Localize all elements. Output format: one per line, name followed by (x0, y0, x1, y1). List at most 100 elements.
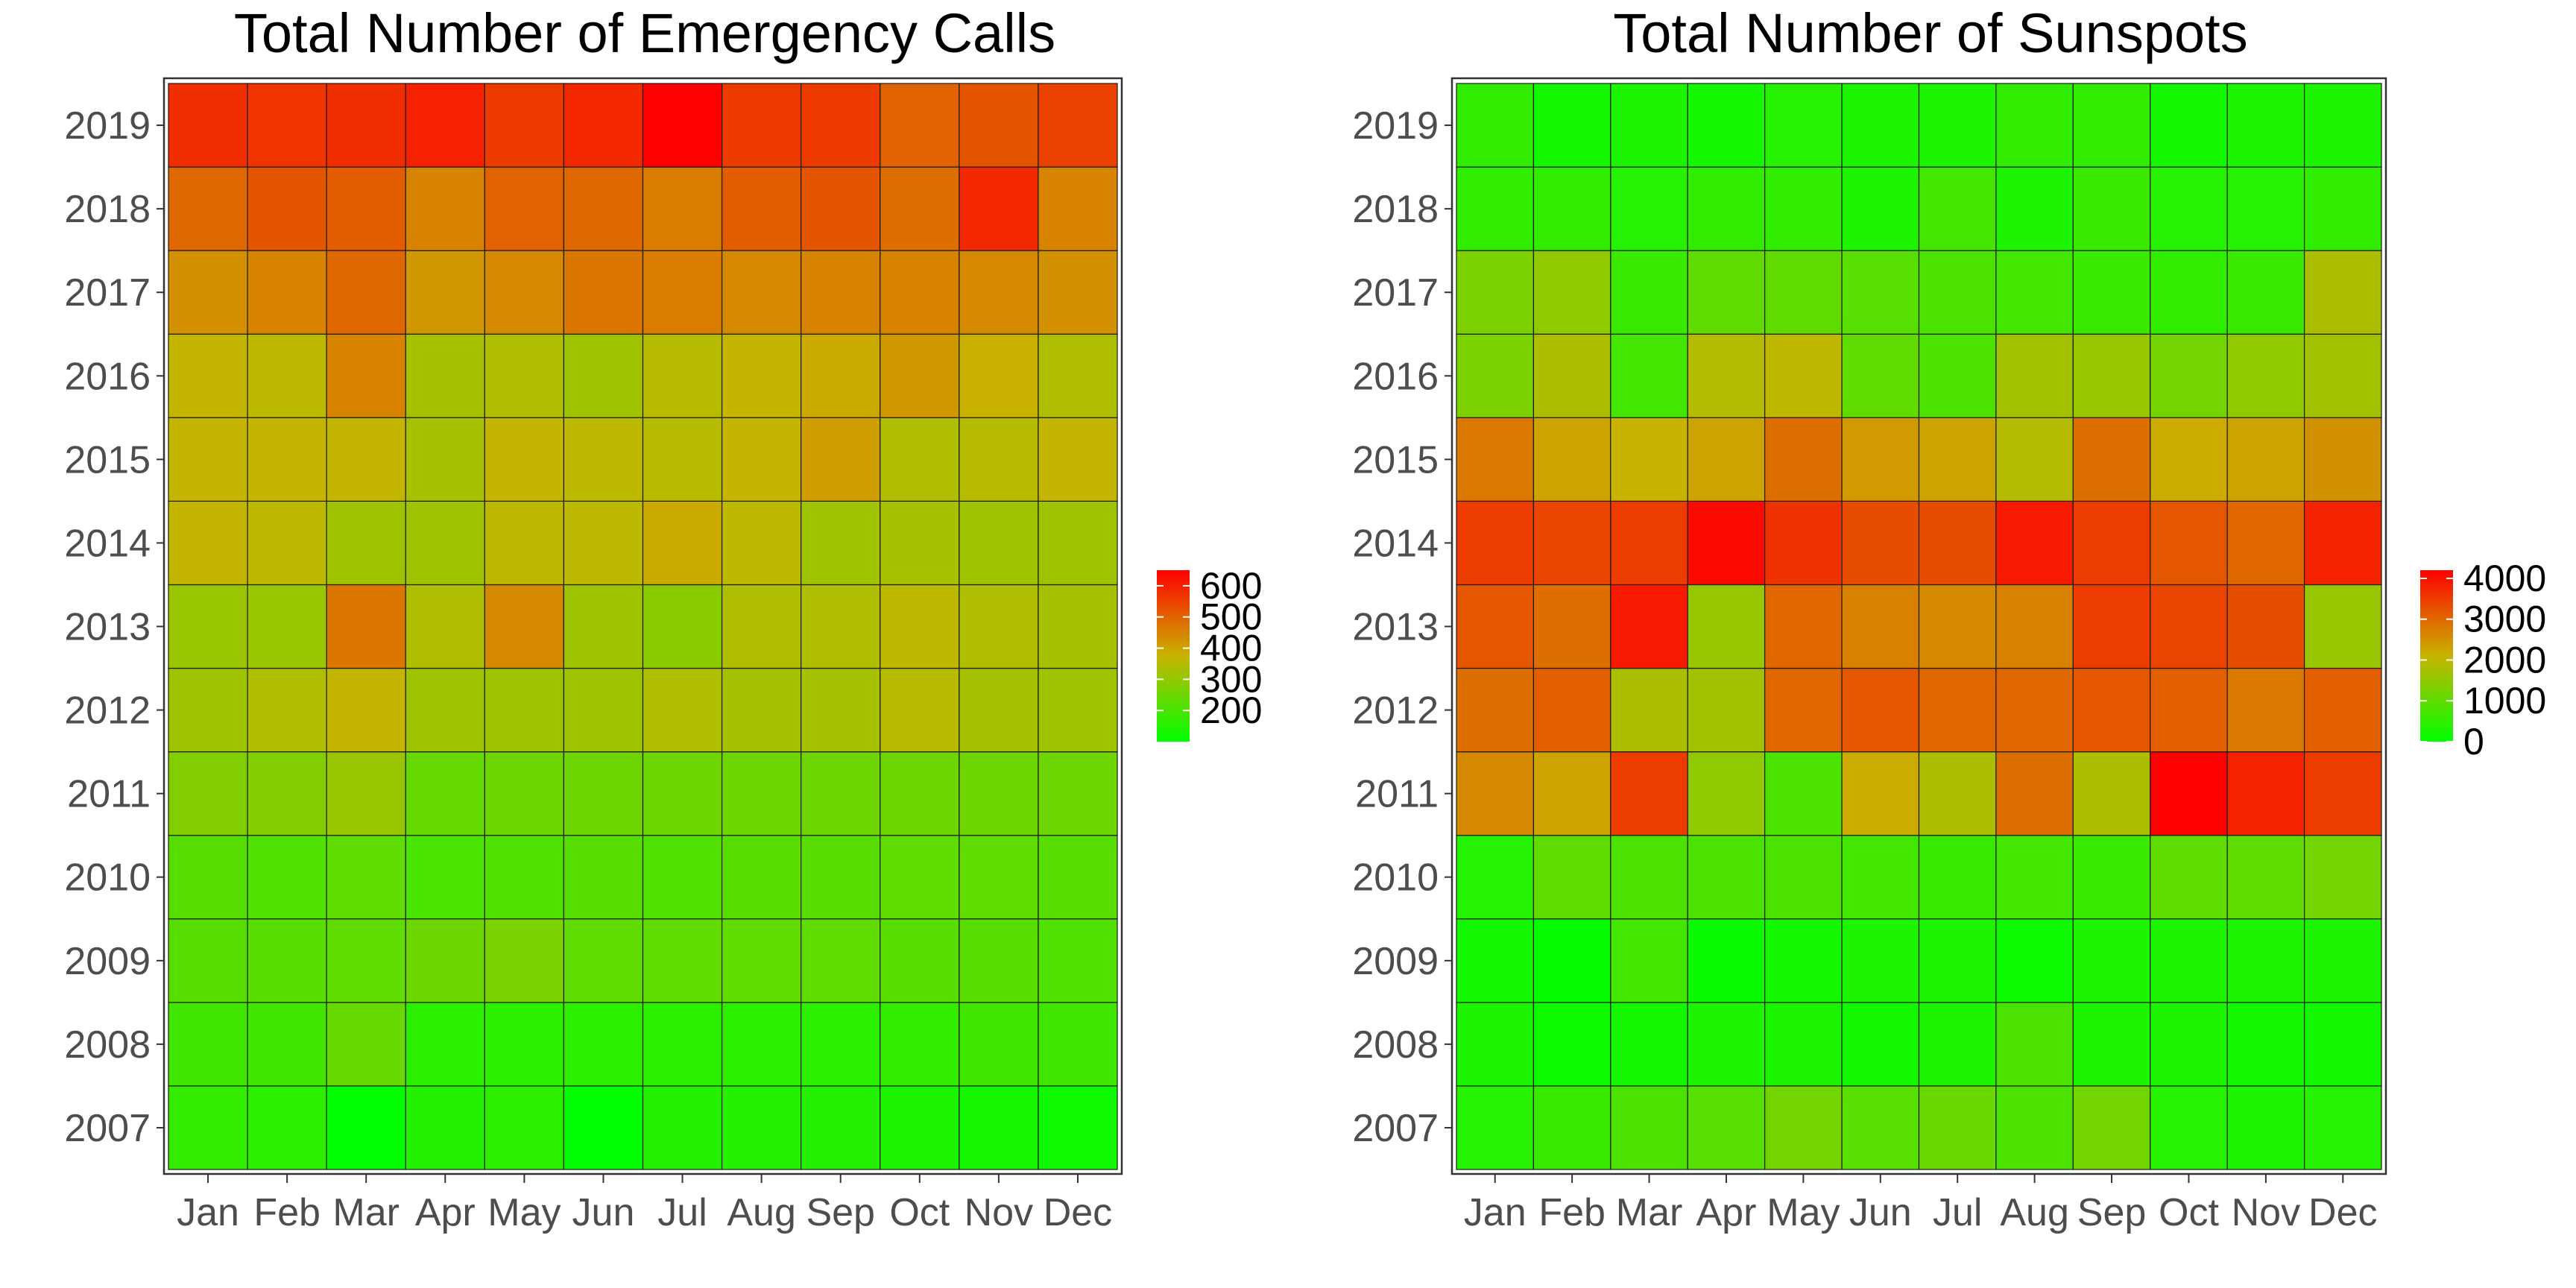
heatmap-cell-2012-Aug (721, 667, 802, 753)
heatmap-cell-2012-Mar (1610, 667, 1688, 753)
heatmap-cell-2007-Jun (563, 1085, 644, 1170)
heatmap-cell-2017-Apr (1687, 250, 1766, 335)
x-tick-label: Dec (2308, 1191, 2377, 1234)
heatmap-cell-2013-Oct (2150, 584, 2228, 669)
heatmap-cell-2012-Mar (326, 667, 406, 753)
heatmap-cell-2018-Jan (1456, 166, 1535, 251)
heatmap-cell-2008-Nov (959, 1002, 1039, 1087)
heatmap-cell-2009-Oct (2150, 918, 2228, 1003)
heatmap-cell-2008-Jul (1918, 1002, 1997, 1087)
heatmap-cell-2018-Jul (642, 166, 723, 251)
x-tick-label: Oct (2159, 1191, 2219, 1234)
y-tick-label: 2008 (1352, 1023, 1439, 1067)
heatmap-cell-2014-Aug (721, 500, 802, 586)
heatmap-cell-2014-May (1764, 500, 1843, 586)
heatmap-cell-2008-Feb (1532, 1002, 1611, 1087)
heatmap-cell-2007-Jul (642, 1085, 723, 1170)
heatmap-cell-2007-Feb (247, 1085, 327, 1170)
heatmap-cell-2012-Oct (880, 667, 960, 753)
x-tick-label: Jul (1933, 1191, 1982, 1234)
heatmap-cell-2009-May (484, 918, 565, 1003)
heatmap-cell-2010-Jan (1456, 835, 1535, 920)
heatmap-cell-2011-May (1764, 751, 1843, 836)
heatmap-cell-2011-Oct (880, 751, 960, 836)
heatmap-cell-2009-Jan (168, 918, 248, 1003)
heatmap-cell-2008-Mar (1610, 1002, 1688, 1087)
heatmap-cell-2017-Jan (168, 250, 248, 335)
heatmap-cell-2015-Apr (405, 417, 485, 502)
heatmap-cell-2010-Jan (168, 835, 248, 920)
heatmap-cell-2015-Aug (721, 417, 802, 502)
x-tick-label: Jul (657, 1191, 707, 1234)
heatmap-cell-2018-Dec (2303, 166, 2382, 251)
heatmap-cell-2017-May (1764, 250, 1843, 335)
heatmap-cell-2013-Dec (2303, 584, 2382, 669)
heatmap-cell-2011-Mar (1610, 751, 1688, 836)
heatmap-cell-2007-May (484, 1085, 565, 1170)
heatmap-cell-2015-Mar (326, 417, 406, 502)
heatmap-cell-2012-Jul (1918, 667, 1997, 753)
x-tick-label: Jun (572, 1191, 635, 1234)
heatmap-cell-2008-Oct (880, 1002, 960, 1087)
chart-sunspots: Total Number of Sunspots 2007 2008 2009 201… (1352, 2, 2546, 1234)
heatmap-cell-2007-Nov (2226, 1085, 2305, 1170)
heatmap-cell-2013-Oct (880, 584, 960, 669)
x-tick-label: Jan (177, 1191, 239, 1234)
heatmap-cell-2018-Oct (880, 166, 960, 251)
heatmap-cell-2014-Jun (563, 500, 644, 586)
heatmap-cell-2016-Jun (563, 333, 644, 418)
heatmap-cell-2011-Jan (1456, 751, 1535, 836)
heatmap-cell-2013-Dec (1038, 584, 1118, 669)
heatmap-cell-2013-Jan (168, 584, 248, 669)
heatmap-cell-2014-Nov (959, 500, 1039, 586)
heatmap-cell-2008-Mar (326, 1002, 406, 1087)
heatmap-cell-2016-Dec (2303, 333, 2382, 418)
x-tick-label: Jan (1464, 1191, 1527, 1234)
heatmap-cell-2009-May (1764, 918, 1843, 1003)
heatmap-cell-2009-Oct (880, 918, 960, 1003)
heatmap-cell-2011-Dec (1038, 751, 1118, 836)
heatmap-cell-2007-Oct (2150, 1085, 2228, 1170)
heatmap-cell-2016-Aug (721, 333, 802, 418)
heatmap-cell-2013-Mar (1610, 584, 1688, 669)
heatmap-cell-2011-Feb (1532, 751, 1611, 836)
heatmap-cell-2010-Mar (1610, 835, 1688, 920)
heatmap-cell-2010-Oct (2150, 835, 2228, 920)
heatmap-cell-2013-Jul (642, 584, 723, 669)
heatmap-cell-2013-Feb (1532, 584, 1611, 669)
heatmap-cell-2010-May (484, 835, 565, 920)
heatmap-cell-2016-Jan (168, 333, 248, 418)
heatmap-cell-2011-Jan (168, 751, 248, 836)
heatmap-cell-2011-Feb (247, 751, 327, 836)
heatmap-cell-2011-Nov (959, 751, 1039, 836)
heatmap-cell-2015-Nov (959, 417, 1039, 502)
heatmap-cell-2019-Feb (247, 83, 327, 168)
x-tick-label: Dec (1044, 1191, 1112, 1234)
heatmap-cell-2013-Nov (2226, 584, 2305, 669)
heatmap-cell-2015-Jan (168, 417, 248, 502)
heatmap-cell-2018-Mar (1610, 166, 1688, 251)
heatmap-cell-2008-Feb (247, 1002, 327, 1087)
heatmap-cell-2016-Jul (642, 333, 723, 418)
heatmap-cell-2007-Nov (959, 1085, 1039, 1170)
x-axis: Jan Feb Mar Apr May Jun Jul Aug Sep Oct Nov Dec (1464, 1174, 2378, 1234)
heatmap-cell-2010-Dec (2303, 835, 2382, 920)
heatmap-cell-2007-Dec (2303, 1085, 2382, 1170)
heatmap-cell-2014-Sep (801, 500, 881, 586)
heatmap-cell-2014-Feb (1532, 500, 1611, 586)
colorbar-tick-label: 0 (2463, 721, 2484, 763)
heatmap-cell-2008-Jan (168, 1002, 248, 1087)
heatmap-cell-2016-Apr (405, 333, 485, 418)
heatmap-cell-2008-Jan (1456, 1002, 1535, 1087)
heatmap-cell-2008-Dec (2303, 1002, 2382, 1087)
heatmap-cell-2016-Oct (2150, 333, 2228, 418)
heatmap-cell-2019-May (1764, 83, 1843, 168)
heatmap-cell-2016-Sep (801, 333, 881, 418)
heatmap-cell-2019-Dec (2303, 83, 2382, 168)
heatmap-cell-2017-Mar (326, 250, 406, 335)
heatmap-cell-2010-Sep (2072, 835, 2151, 920)
y-tick-label: 2012 (64, 689, 151, 733)
heatmap-cell-2017-Jul (1918, 250, 1997, 335)
